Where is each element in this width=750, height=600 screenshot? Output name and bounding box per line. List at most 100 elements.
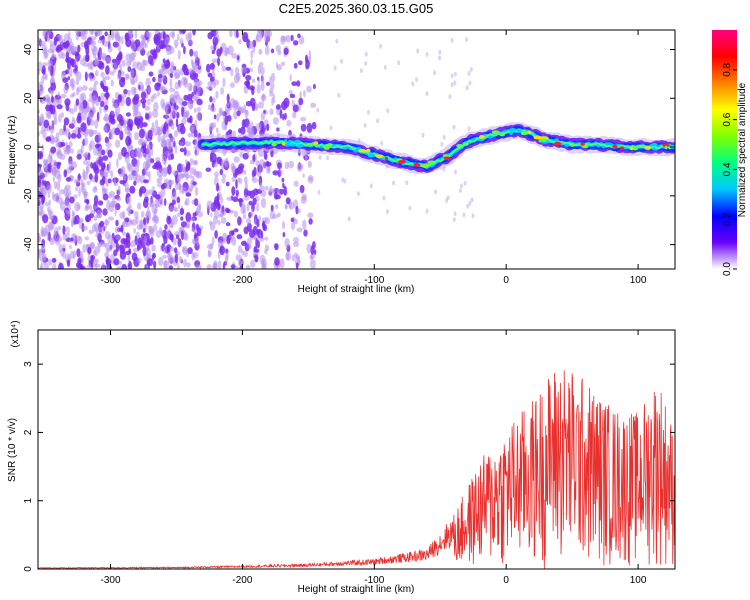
noise-blob: [233, 156, 240, 163]
noise-blob: [93, 53, 97, 59]
signal-hotspot: [365, 148, 371, 153]
noise-blob: [108, 30, 115, 38]
noise-blob: [39, 247, 46, 255]
noise-blob: [145, 77, 151, 88]
noise-blob: [166, 215, 172, 225]
noise-blob: [183, 146, 187, 156]
noise-blob: [85, 54, 90, 62]
noise-blob: [195, 91, 200, 97]
noise-blob: [299, 91, 303, 100]
noise-blob: [182, 111, 188, 120]
noise-blob: [162, 155, 167, 165]
signal-hotspot: [313, 141, 319, 145]
noise-blob: [103, 116, 108, 122]
noise-blob: [106, 199, 111, 211]
noise-blob: [210, 107, 217, 113]
noise-blob: [227, 102, 230, 108]
noise-blob: [248, 200, 253, 206]
noise-blob: [185, 224, 190, 229]
noise-blob: [65, 51, 70, 60]
noise-blob: [258, 215, 261, 222]
noise-blob: [239, 151, 244, 158]
noise-blob: [148, 170, 151, 182]
noise-blob: [42, 214, 49, 224]
noise-blob: [235, 265, 239, 269]
noise-blob: [104, 219, 110, 226]
noise-blob: [223, 50, 228, 56]
noise-blob: [231, 236, 237, 246]
noise-blob: [62, 77, 69, 83]
noise-blob: [139, 65, 146, 72]
signal-hotspot: [632, 146, 639, 151]
noise-blob: [142, 59, 149, 67]
noise-blob: [144, 166, 148, 176]
noise-blob: [154, 194, 161, 200]
noise-blob: [225, 222, 231, 227]
colorbar-tick-label: 0.2: [722, 212, 733, 226]
noise-blob: [212, 263, 217, 269]
noise-blob: [235, 179, 238, 189]
noise-blob: [189, 84, 193, 92]
noise-blob: [385, 209, 389, 215]
noise-blob: [265, 161, 272, 167]
noise-blob: [213, 162, 218, 168]
noise-blob: [48, 258, 53, 266]
noise-blob: [179, 147, 185, 153]
noise-blob: [258, 48, 263, 55]
noise-blob: [270, 204, 274, 212]
noise-blob: [127, 254, 131, 263]
noise-blob: [215, 90, 219, 99]
noise-blob: [174, 182, 182, 190]
noise-blob: [243, 250, 248, 258]
noise-blob: [142, 101, 146, 109]
noise-blob: [197, 171, 203, 179]
noise-blob: [191, 127, 194, 137]
noise-blob: [209, 152, 213, 163]
noise-blob: [302, 173, 305, 178]
noise-blob: [75, 71, 82, 81]
signal-hotspot: [384, 156, 388, 161]
noise-blob: [84, 71, 88, 82]
noise-blob: [316, 107, 320, 113]
noise-blob: [297, 33, 301, 39]
noise-blob: [174, 44, 178, 49]
noise-blob: [296, 227, 303, 233]
spectrogram-y-tick-label: 0: [23, 144, 34, 150]
noise-blob: [463, 180, 467, 186]
noise-blob: [279, 109, 283, 119]
noise-blob: [306, 85, 312, 93]
noise-blob: [160, 187, 166, 198]
noise-blob: [189, 185, 193, 192]
noise-blob: [57, 161, 62, 166]
noise-blob: [103, 125, 108, 133]
noise-blob: [126, 196, 132, 205]
noise-blob: [134, 30, 138, 39]
noise-blob: [149, 158, 155, 164]
colorbar-gradient: [712, 30, 737, 269]
noise-blob: [292, 111, 297, 119]
noise-blob: [194, 186, 199, 196]
noise-blob: [56, 151, 61, 156]
noise-blob: [254, 218, 257, 225]
noise-blob: [184, 141, 191, 147]
noise-blob: [105, 65, 110, 75]
noise-blob: [191, 227, 195, 233]
signal-hotspot: [499, 132, 505, 137]
noise-blob: [177, 203, 181, 209]
noise-blob: [97, 232, 102, 243]
noise-blob: [50, 82, 57, 91]
noise-blob: [230, 68, 234, 77]
noise-blob: [309, 259, 316, 269]
noise-blob: [256, 240, 260, 249]
noise-blob: [93, 195, 99, 205]
noise-blob: [47, 163, 50, 173]
noise-blob: [466, 203, 470, 209]
noise-blob: [171, 30, 175, 39]
signal-hotspot: [612, 145, 618, 149]
noise-blob: [415, 77, 418, 82]
noise-blob: [303, 229, 308, 237]
noise-blob: [193, 228, 197, 234]
noise-blob: [382, 195, 386, 201]
noise-blob: [104, 75, 111, 80]
